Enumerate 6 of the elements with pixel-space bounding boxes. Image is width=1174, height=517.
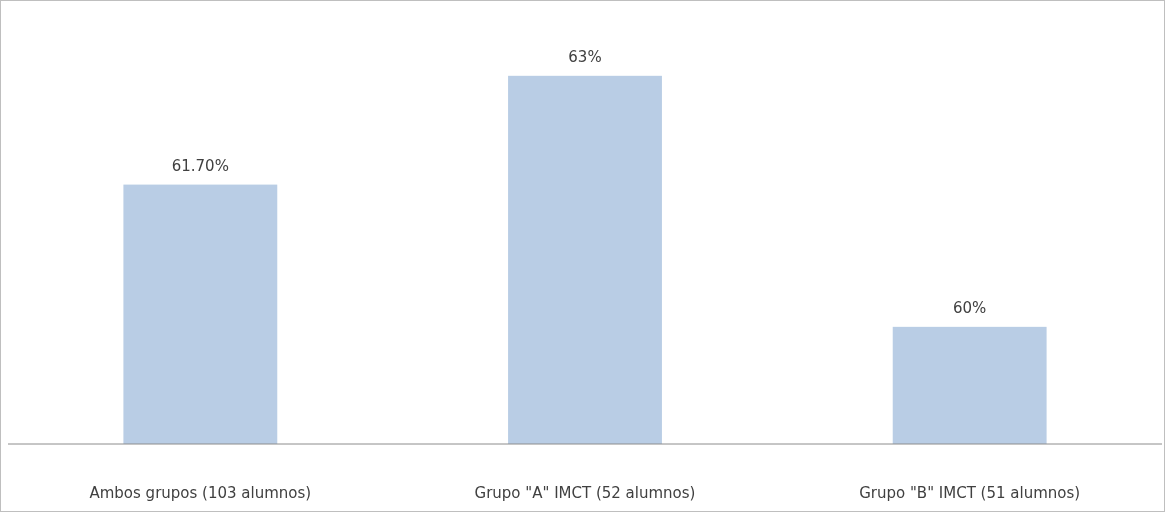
data-label: 61.70% bbox=[171, 156, 229, 175]
data-label: 63% bbox=[568, 47, 602, 66]
x-tick-label: Grupo "A" IMCT (52 alumnos) bbox=[474, 484, 696, 502]
x-tick-label: Ambos grupos (103 alumnos) bbox=[89, 484, 312, 502]
x-tick-label: Grupo "B" IMCT (51 alumnos) bbox=[859, 484, 1081, 502]
data-label: 60% bbox=[952, 298, 987, 317]
